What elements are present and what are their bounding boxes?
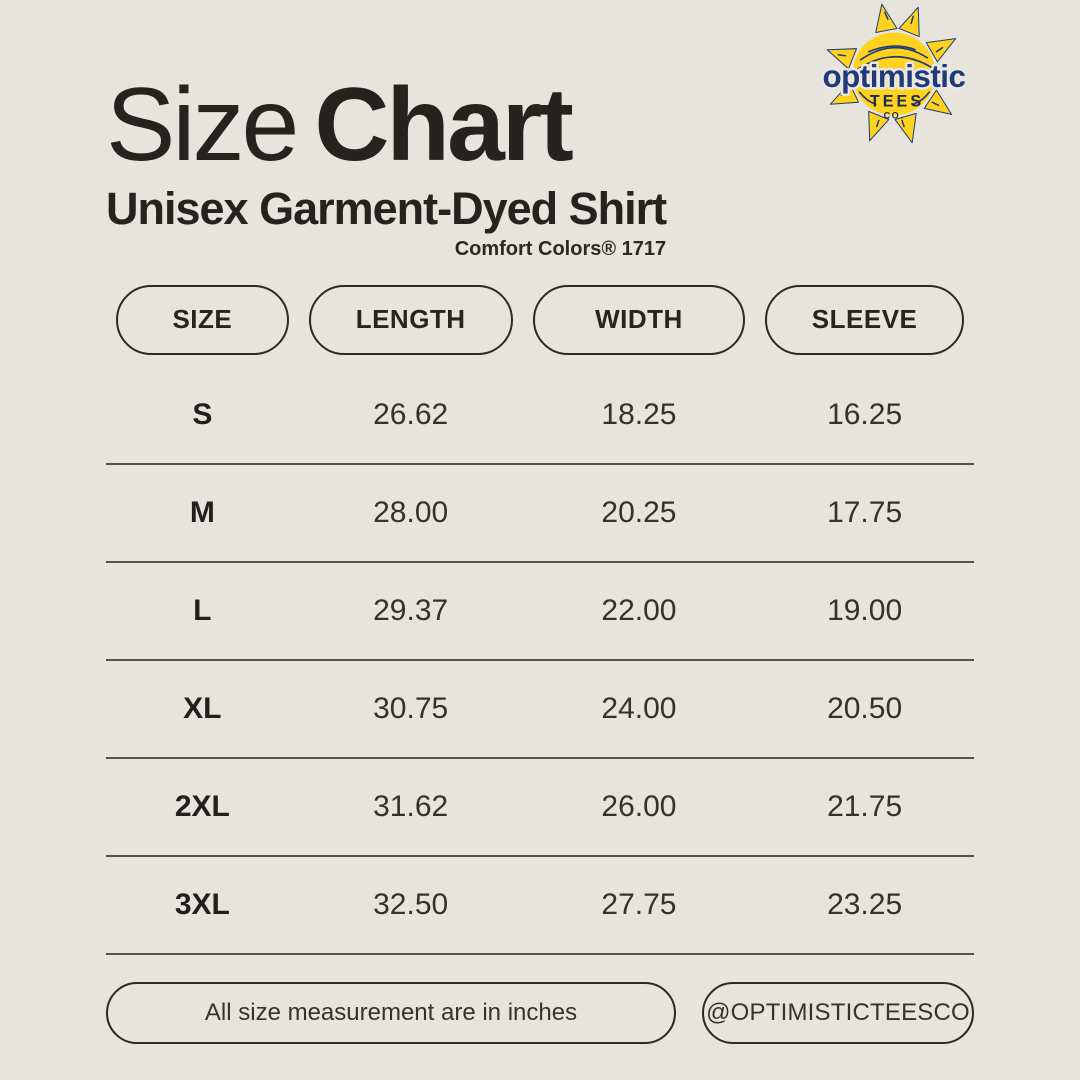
size-label: XL xyxy=(183,691,222,725)
table-row-3xl: 3XL 32.50 27.75 23.25 xyxy=(106,857,974,955)
subtitle-block: Unisex Garment-Dyed Shirt Comfort Colors… xyxy=(106,182,667,261)
units-note: All size measurement are in inches xyxy=(106,981,676,1044)
header: Size Chart Unisex Garment-Dyed Shirt Comf… xyxy=(106,0,974,261)
length-value: 30.75 xyxy=(373,691,449,725)
footer: All size measurement are in inches @OPTI… xyxy=(106,981,974,1044)
table-row-s: S 26.62 18.25 16.25 xyxy=(106,367,974,465)
title-word-chart: Chart xyxy=(314,67,574,183)
column-header-length: LENGTH xyxy=(308,284,513,355)
page-title: Size Chart xyxy=(106,73,974,177)
logo-co-text: CO. xyxy=(884,110,905,120)
width-value: 22.00 xyxy=(601,593,677,627)
length-value: 29.37 xyxy=(373,593,449,627)
size-label: 3XL xyxy=(174,887,230,921)
sleeve-value: 20.50 xyxy=(827,691,903,725)
logo-brand-text: optimistic xyxy=(823,59,966,94)
length-value: 32.50 xyxy=(373,887,449,921)
width-value: 26.00 xyxy=(601,789,677,823)
column-header-width: WIDTH xyxy=(532,284,746,355)
table-row-l: L 29.37 22.00 19.00 xyxy=(106,563,974,661)
sleeve-value: 23.25 xyxy=(827,887,903,921)
column-header-sleeve: SLEEVE xyxy=(765,284,964,355)
size-label: 2XL xyxy=(174,789,230,823)
logo-tees-text: TEES xyxy=(870,92,924,110)
sleeve-value: 21.75 xyxy=(827,789,903,823)
width-value: 18.25 xyxy=(601,397,677,431)
table-row-2xl: 2XL 31.62 26.00 21.75 xyxy=(106,759,974,857)
product-code: Comfort Colors® 1717 xyxy=(454,237,667,260)
table-header-row: SIZE LENGTH WIDTH SLEEVE xyxy=(106,284,974,355)
sun-icon xyxy=(826,3,957,144)
width-value: 27.75 xyxy=(601,887,677,921)
sleeve-value: 17.75 xyxy=(827,495,903,529)
column-header-size: SIZE xyxy=(116,284,289,355)
sleeve-value: 16.25 xyxy=(827,397,903,431)
width-value: 24.00 xyxy=(601,691,677,725)
brand-logo: optimistic TEES CO. xyxy=(820,3,969,144)
size-label: L xyxy=(193,593,212,627)
social-handle: @OPTIMISTICTEESCO xyxy=(702,981,974,1044)
title-word-size: Size xyxy=(106,67,299,183)
table-row-xl: XL 30.75 24.00 20.50 xyxy=(106,661,974,759)
table-row-m: M 28.00 20.25 17.75 xyxy=(106,465,974,563)
length-value: 26.62 xyxy=(373,397,449,431)
size-label: S xyxy=(192,397,213,431)
size-label: M xyxy=(189,495,215,529)
product-subtitle: Unisex Garment-Dyed Shirt xyxy=(106,182,667,234)
sleeve-value: 19.00 xyxy=(827,593,903,627)
length-value: 31.62 xyxy=(373,789,449,823)
width-value: 20.25 xyxy=(601,495,677,529)
length-value: 28.00 xyxy=(373,495,449,529)
size-table: S 26.62 18.25 16.25 M 28.00 20.25 17.75 … xyxy=(106,367,974,955)
